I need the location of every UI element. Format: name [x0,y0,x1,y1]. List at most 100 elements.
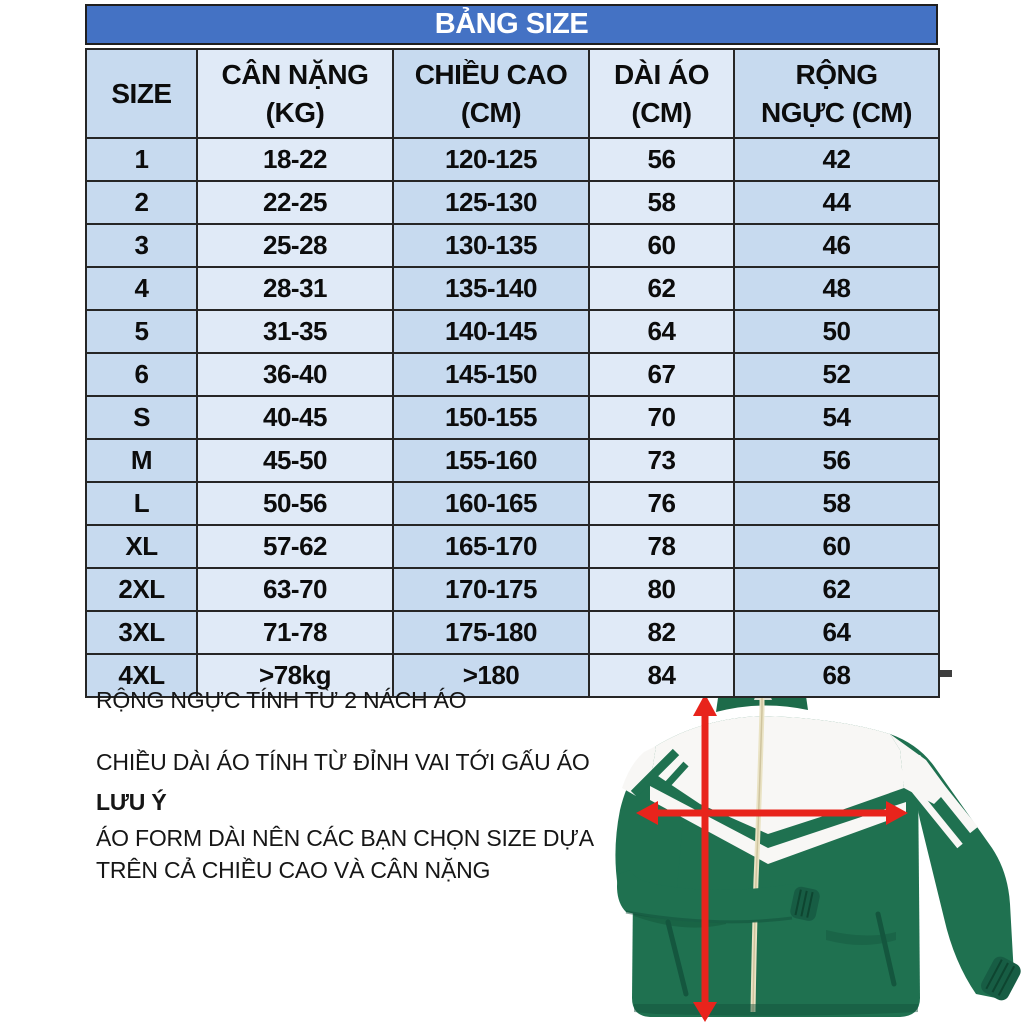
sleeve-stripe [897,769,963,849]
jacket-left-shoulder-panel [622,746,656,796]
table-cell: 62 [733,567,940,612]
length-measure-arrow-icon [693,694,717,1022]
table-cell: 71-78 [196,610,394,655]
table-cell: 64 [588,309,735,354]
table-row: 4XL >78kg >180 84 68 [85,653,940,698]
header-row: SIZE CÂN NẶNG (KG) CHIỀU CAO (CM) DÀI ÁO… [85,48,940,139]
table-cell: 145-150 [392,352,590,397]
table-cell: S [85,395,198,440]
jacket-chest-panel [652,716,904,834]
table-row: 5 31-35 140-145 64 50 [85,309,940,354]
table-cell: 80 [588,567,735,612]
table-cell: 3XL [85,610,198,655]
table-cell: 2 [85,180,198,225]
zipper-teeth-line [752,672,763,1013]
left-cuff [790,886,820,921]
jacket-photo [615,664,1021,1022]
table-cell: XL [85,524,198,569]
table-cell: 4XL [85,653,198,698]
column-header-length: DÀI ÁO (CM) [588,48,735,139]
table-cell: 5 [85,309,198,354]
table-cell: 58 [733,481,940,526]
table-cell: L [85,481,198,526]
table-cell: 31-35 [196,309,394,354]
header-line: (CM) [460,96,522,128]
table-cell: 3 [85,223,198,268]
table-cell: M [85,438,198,483]
table-cell: 63-70 [196,567,394,612]
table-cell: 54 [733,395,940,440]
table-cell: 140-145 [392,309,590,354]
header-line: RỘNG [795,58,879,90]
table-cell: 40-45 [196,395,394,440]
table-cell: 36-40 [196,352,394,397]
column-header-size: SIZE [85,48,198,139]
table-cell: 125-130 [392,180,590,225]
table-cell: 25-28 [196,223,394,268]
table-cell: 70 [588,395,735,440]
jacket-left-forearm [617,870,810,923]
table-cell: 57-62 [196,524,394,569]
column-header-weight: CÂN NẶNG (KG) [196,48,394,139]
table-cell: 56 [588,137,735,182]
table-cell: >78kg [196,653,394,698]
table-cell: 82 [588,610,735,655]
table-cell: 62 [588,266,735,311]
table-row: S 40-45 150-155 70 54 [85,395,940,440]
table-cell: 52 [733,352,940,397]
table-cell: 73 [588,438,735,483]
note-length-measure: CHIỀU DÀI ÁO TÍNH TỪ ĐỈNH VAI TỚI GẤU ÁO [96,749,590,775]
table-cell: 60 [733,524,940,569]
sleeve-stripe [912,754,978,834]
table-cell: 50-56 [196,481,394,526]
column-header-height: CHIỀU CAO (CM) [392,48,590,139]
table-cell: 48 [733,266,940,311]
table-row: 6 36-40 145-150 67 52 [85,352,940,397]
table-cell: 50 [733,309,940,354]
pocket-slit [875,911,897,987]
table-cell: 2XL [85,567,198,612]
table-cell: 64 [733,610,940,655]
header-line: (KG) [265,96,325,128]
table-cell: >180 [392,653,590,698]
note-chest-measure: RỘNG NGỰC TÍNH TỪ 2 NÁCH ÁO [96,687,467,713]
size-table-body: 1 18-22 120-125 56 42 2 22-25 125-130 58 44 3 25-28… [85,137,940,698]
table-cell: 67 [588,352,735,397]
fabric-fold [826,930,896,945]
note-warning-body: ÁO FORM DÀI NÊN CÁC BẠN CHỌN SIZE DỰA TR… [96,825,593,883]
table-cell: 160-165 [392,481,590,526]
size-table: SIZE CÂN NẶNG (KG) CHIỀU CAO (CM) DÀI ÁO… [85,48,940,698]
table-row: 2 22-25 125-130 58 44 [85,180,940,225]
size-chart: BẢNG SIZE SIZE CÂN NẶNG (KG) CHIỀU CAO (… [85,4,940,698]
table-cell: 130-135 [392,223,590,268]
table-cell: 58 [588,180,735,225]
column-header-chest: RỘNG NGỰC (CM) [733,48,940,139]
table-cell: 170-175 [392,567,590,612]
header-line: (CM) [631,96,692,128]
measurement-notes: RỘNG NGỰC TÍNH TỪ 2 NÁCH ÁO CHIỀU DÀI ÁO… [96,684,636,886]
table-cell: 165-170 [392,524,590,569]
table-cell: 150-155 [392,395,590,440]
table-cell: 42 [733,137,940,182]
table-cell: 155-160 [392,438,590,483]
chest-measure-arrow-icon [636,801,908,825]
table-cell: 60 [588,223,735,268]
table-cell: 84 [588,653,735,698]
table-row: 2XL 63-70 170-175 80 62 [85,567,940,612]
table-cell: 28-31 [196,266,394,311]
header-line: CÂN NẶNG [221,58,369,90]
table-row: 4 28-31 135-140 62 48 [85,266,940,311]
table-cell: 56 [733,438,940,483]
table-cell: 175-180 [392,610,590,655]
table-row: L 50-56 160-165 76 58 [85,481,940,526]
table-row: 1 18-22 120-125 56 42 [85,137,940,182]
table-row: XL 57-62 165-170 78 60 [85,524,940,569]
table-cell: 1 [85,137,198,182]
table-row: 3 25-28 130-135 60 46 [85,223,940,268]
sleeve-stripe [630,748,680,798]
table-cell: 45-50 [196,438,394,483]
right-cuff [981,956,1021,1001]
header-line: CHIỀU CAO [414,58,568,90]
table-cell: 78 [588,524,735,569]
table-cell: 4 [85,266,198,311]
